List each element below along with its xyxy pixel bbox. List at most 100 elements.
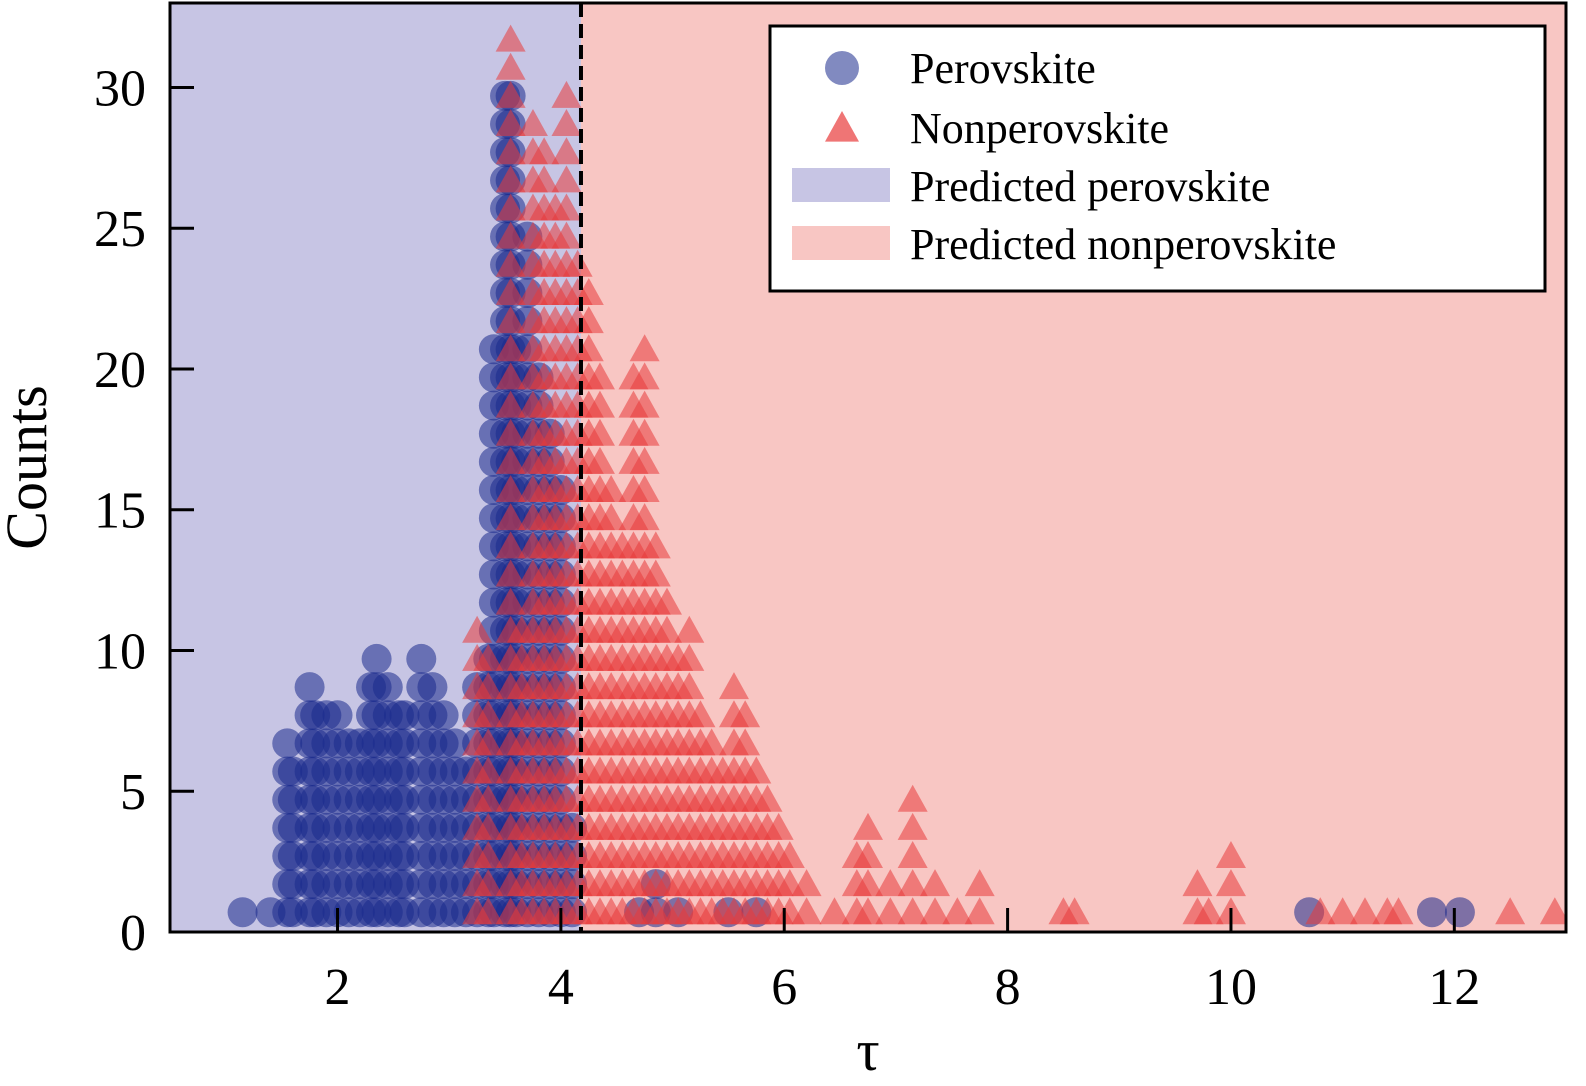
nonperovskite-point — [1349, 897, 1380, 925]
x-axis: 2 4 6 8 10 12 — [325, 908, 1480, 1016]
nonperovskite-marker — [1193, 897, 1224, 925]
nonperovskite-marker — [551, 193, 582, 221]
nonperovskite-marker — [495, 559, 526, 587]
x-tick-label: 10 — [1205, 959, 1257, 1016]
nonperovskite-marker — [473, 897, 504, 925]
perovskite-marker — [439, 728, 470, 759]
nonperovskite-marker — [964, 869, 995, 897]
legend-label-nonperovskite: Nonperovskite — [910, 104, 1169, 153]
nonperovskite-marker — [629, 503, 660, 531]
nonperovskite-marker — [495, 587, 526, 615]
legend-label-perovskite: Perovskite — [910, 44, 1096, 93]
nonperovskite-marker — [819, 897, 850, 925]
perovskite-marker — [361, 643, 392, 674]
nonperovskite-marker — [495, 165, 526, 193]
perovskite-marker — [227, 897, 258, 928]
nonperovskite-marker — [495, 334, 526, 362]
nonperovskite-marker — [920, 897, 951, 925]
perovskite-marker — [372, 672, 403, 703]
nonperovskite-marker — [629, 446, 660, 474]
nonperovskite-marker — [495, 531, 526, 559]
nonperovskite-marker — [1059, 897, 1090, 925]
nonperovskite-point — [853, 812, 883, 925]
perovskite-marker — [428, 700, 459, 731]
legend-box — [768, 24, 1547, 293]
nonperovskite-marker — [495, 249, 526, 277]
nonperovskite-point — [1539, 897, 1566, 925]
nonperovskite-point — [1193, 897, 1224, 925]
nonperovskite-marker — [529, 165, 560, 193]
legend-label-predicted-perovskite: Predicted perovskite — [910, 162, 1270, 211]
nonperovskite-point — [1383, 897, 1414, 925]
nonperovskite-marker — [495, 221, 526, 249]
nonperovskite-marker — [1327, 897, 1358, 925]
nonperovskite-marker — [495, 390, 526, 418]
y-tick-label: 30 — [94, 60, 146, 117]
nonperovskite-marker — [629, 418, 660, 446]
nonperovskite-marker — [584, 446, 615, 474]
nonperovskite-marker — [495, 137, 526, 165]
nonperovskite-point — [1327, 897, 1358, 925]
perovskite-marker — [1444, 897, 1475, 928]
nonperovskite-marker — [473, 840, 504, 868]
nonperovskite-marker — [551, 165, 582, 193]
data-marks — [227, 24, 1566, 928]
nonperovskite-marker — [651, 615, 682, 643]
nonperovskite-marker — [584, 418, 615, 446]
nonperovskite-marker — [473, 700, 504, 728]
nonperovskite-marker — [942, 897, 973, 925]
perovskite-point — [1444, 897, 1475, 928]
nonperovskite-marker — [897, 897, 928, 925]
nonperovskite-marker — [897, 784, 928, 812]
nonperovskite-marker — [752, 784, 783, 812]
legend-nonperovskite-patch — [792, 226, 890, 260]
nonperovskite-marker — [495, 503, 526, 531]
nonperovskite-marker — [651, 587, 682, 615]
nonperovskite-marker — [473, 672, 504, 700]
nonperovskite-marker — [1539, 897, 1566, 925]
nonperovskite-point — [942, 897, 973, 925]
nonperovskite-marker — [473, 869, 504, 897]
x-tick-label: 2 — [325, 959, 351, 1016]
nonperovskite-marker — [495, 475, 526, 503]
y-tick-label: 0 — [120, 905, 146, 962]
nonperovskite-point — [1495, 897, 1526, 925]
nonperovskite-marker — [495, 193, 526, 221]
nonperovskite-marker — [640, 559, 671, 587]
nonperovskite-marker — [674, 615, 705, 643]
nonperovskite-point — [964, 869, 995, 925]
y-axis: 0 5 10 15 20 25 30 — [94, 60, 194, 962]
nonperovskite-marker — [640, 531, 671, 559]
nonperovskite-marker — [495, 109, 526, 137]
y-tick-label: 25 — [94, 201, 146, 258]
nonperovskite-point — [791, 869, 822, 925]
nonperovskite-marker — [562, 249, 593, 277]
nonperovskite-marker — [853, 869, 883, 897]
nonperovskite-marker — [674, 643, 705, 671]
nonperovskite-marker — [462, 615, 493, 643]
nonperovskite-marker — [629, 390, 660, 418]
x-tick-label: 8 — [995, 959, 1021, 1016]
nonperovskite-marker — [629, 362, 660, 390]
legend: Perovskite Nonperovskite Predicted perov… — [768, 24, 1547, 293]
nonperovskite-point — [473, 643, 504, 925]
nonperovskite-marker — [1305, 897, 1336, 925]
legend-circle-marker — [825, 51, 859, 85]
perovskite-marker — [272, 728, 303, 759]
nonperovskite-marker — [897, 840, 928, 868]
legend-perovskite-patch — [792, 168, 890, 202]
nonperovskite-marker — [1215, 840, 1246, 868]
nonperovskite-marker — [897, 869, 928, 897]
nonperovskite-marker — [495, 362, 526, 390]
nonperovskite-marker — [473, 756, 504, 784]
nonperovskite-marker — [473, 784, 504, 812]
nonperovskite-point — [875, 869, 906, 925]
nonperovskite-marker — [629, 475, 660, 503]
nonperovskite-marker — [495, 446, 526, 474]
nonperovskite-marker — [517, 109, 548, 137]
nonperovskite-marker — [853, 812, 883, 840]
y-axis-label: Counts — [0, 385, 59, 549]
nonperovskite-marker — [495, 80, 526, 108]
nonperovskite-marker — [596, 503, 627, 531]
nonperovskite-marker — [1349, 897, 1380, 925]
